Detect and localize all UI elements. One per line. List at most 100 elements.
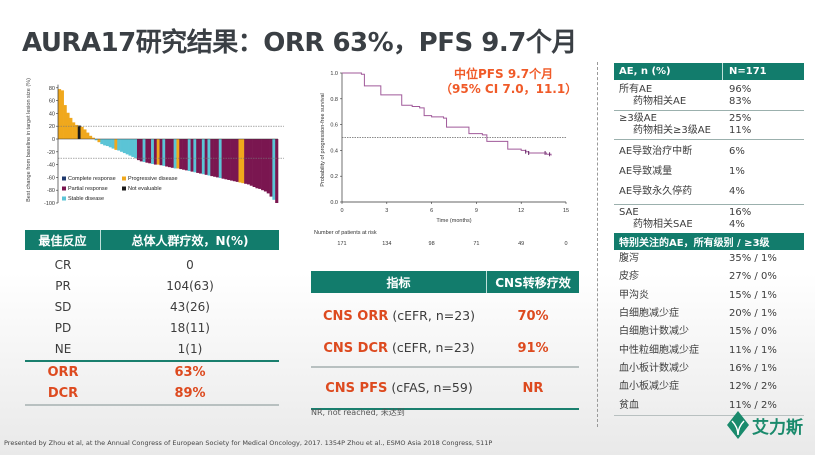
special-ae-value: 15% / 0% (729, 326, 777, 338)
waterfall-bar (261, 139, 265, 191)
special-ae-value: 11% / 2% (729, 399, 777, 411)
table-row: SD 43(26) (25, 296, 279, 317)
divider (25, 360, 279, 362)
cns-metric-cell: CNS DCR (cEFR, n=23) (311, 340, 487, 356)
ae-value: 25% (729, 113, 752, 124)
waterfall-bar (241, 139, 245, 184)
waterfall-bar (252, 139, 256, 187)
ae-name: AE导致永久停药 (619, 186, 693, 197)
waterfall-bar (159, 139, 163, 166)
y-tick-label: 0.6 (330, 123, 338, 129)
y-tick-label: 1.0 (330, 71, 338, 77)
waterfall-bar (122, 139, 126, 154)
company-logo: 艾力斯 (727, 411, 803, 439)
waterfall-bar (176, 139, 180, 169)
special-ae-name: 血小板减少症 (619, 381, 679, 393)
legend-label: Partial response (68, 186, 108, 192)
divider (614, 110, 804, 111)
waterfall-bar (269, 139, 273, 197)
dashed-divider (597, 62, 598, 427)
ae-value: 4% (729, 219, 745, 230)
legend-label: Complete response (68, 176, 116, 182)
ae-row: AE导致永久停药 4% (614, 182, 804, 202)
response-value: 1(1) (177, 341, 203, 356)
divider (311, 408, 579, 410)
waterfall-bar (184, 139, 189, 171)
waterfall-bar (187, 139, 191, 171)
table-row: CNS PFS (cFAS, n=59) NR (311, 372, 579, 404)
waterfall-bar (207, 139, 211, 176)
cns-table: 指标 CNS转移疗效 CNS ORR (cEFR, n=23) 70% CNS DC… (311, 271, 579, 410)
divider (614, 204, 804, 205)
cns-population: (cEFR, n=23) (388, 308, 475, 323)
waterfall-bar (74, 124, 79, 139)
waterfall-bar (148, 139, 152, 164)
x-tick-label: 6 (430, 208, 433, 214)
waterfall-bar (168, 139, 172, 168)
divider (614, 414, 804, 416)
waterfall-bar (165, 139, 169, 167)
x-tick-label: 0 (340, 208, 343, 214)
ae-row: 药物相关AE 83% (614, 96, 804, 108)
special-ae-row: 腹泻 35% / 1% (614, 250, 804, 268)
at-risk-label: Number of patients at risk (314, 230, 377, 236)
ae-value: 83% (729, 96, 752, 107)
y-tick-label: 0 (52, 137, 55, 143)
y-tick-label: 80 (49, 86, 55, 92)
special-ae-name: 甲沟炎 (619, 289, 649, 301)
summary-row: ORR 63% (25, 362, 279, 383)
ae-name: AE导致治疗中断 (619, 146, 693, 157)
at-risk-count: 134 (382, 241, 391, 247)
waterfall-bar (204, 139, 208, 175)
special-ae-row: 皮疹 27% / 0% (614, 268, 804, 286)
ae-value: 16% (729, 207, 752, 218)
ae-row: AE导致治疗中断 6% (614, 142, 804, 162)
waterfall-bar (238, 139, 242, 183)
legend-label: Not evaluable (128, 186, 162, 192)
divider (311, 366, 579, 368)
summary-value: 89% (174, 386, 206, 401)
waterfall-chart: Best change from baseline in target lesi… (26, 78, 284, 207)
waterfall-bar (114, 139, 118, 150)
x-tick-label: 9 (475, 208, 478, 214)
at-risk-count: 171 (337, 241, 346, 247)
waterfall-bar (77, 125, 81, 139)
waterfall-bar (72, 122, 76, 139)
table-header: AE, n (%) N=171 (614, 63, 804, 80)
ae-name: 药物相关SAE (633, 219, 693, 230)
special-ae-row: 贫血 11% / 2% (614, 396, 804, 414)
waterfall-bar (60, 90, 64, 139)
waterfall-bar (249, 139, 253, 186)
special-ae-value: 16% / 1% (729, 362, 777, 374)
y-tick-label: 20 (49, 124, 55, 130)
response-category: PD (54, 320, 72, 335)
waterfall-bar (142, 139, 146, 163)
footer-citation: Presented by Zhou et al, at the Annual C… (4, 439, 493, 447)
at-risk-count: 98 (429, 241, 435, 247)
header-cns-efficacy: CNS转移疗效 (495, 275, 571, 290)
waterfall-bar (258, 139, 262, 189)
y-tick-label: -60 (47, 175, 55, 181)
waterfall-bar (244, 139, 248, 184)
waterfall-bar (263, 139, 268, 192)
ae-row: SAE 16% (614, 207, 804, 219)
table-row: NE 1(1) (25, 338, 279, 359)
waterfall-bar (86, 132, 90, 139)
summary-metric: DCR (47, 386, 79, 401)
ae-row: 药物相关SAE 4% (614, 219, 804, 231)
y-tick-label: 40 (49, 111, 55, 117)
cns-value: 91% (517, 340, 549, 356)
ae-row: AE导致减量 1% (614, 162, 804, 182)
special-ae-name: 贫血 (619, 399, 639, 411)
waterfall-bar (120, 139, 124, 152)
ae-value: 96% (729, 84, 752, 95)
header-best-response: 最佳反应 (25, 230, 101, 250)
special-ae-row: 中性粒细胞减少症 11% / 1% (614, 341, 804, 359)
waterfall-bar (63, 105, 67, 139)
special-ae-value: 15% / 1% (729, 289, 777, 301)
legend-swatch (62, 196, 66, 201)
logo-text: 艾力斯 (752, 417, 803, 438)
table-row: PD 18(11) (25, 317, 279, 338)
waterfall-bar (255, 139, 259, 189)
y-tick-label: 0.2 (330, 174, 338, 180)
